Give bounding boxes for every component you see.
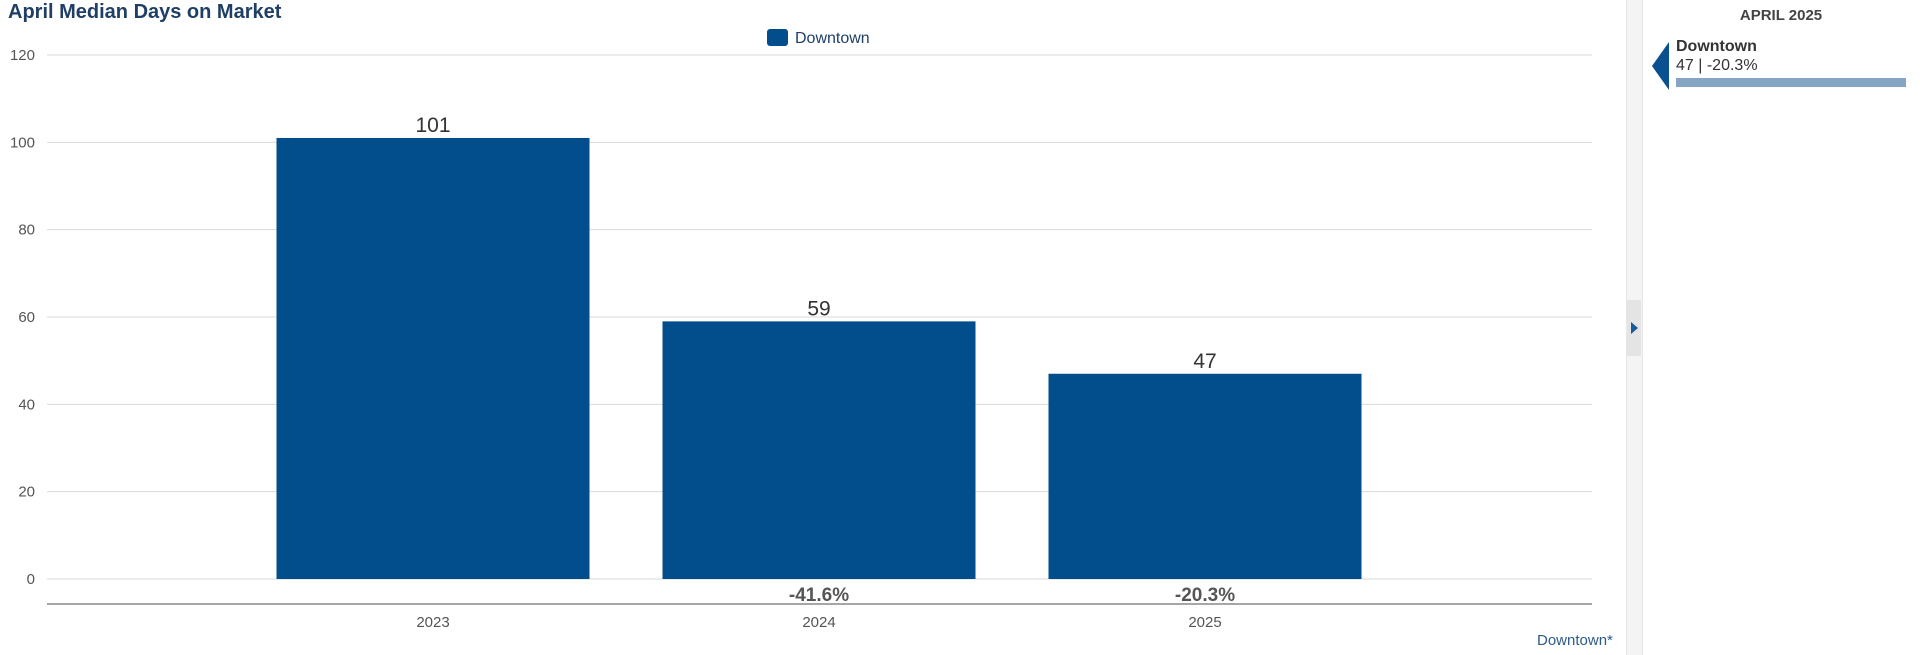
y-tick-label: 40: [18, 396, 35, 413]
side-entry-bar: [1676, 78, 1906, 87]
y-tick-label: 0: [27, 571, 35, 588]
bar: [1048, 373, 1362, 579]
bar-value-label: 101: [415, 114, 450, 137]
x-tick-label: 2023: [416, 614, 449, 631]
legend-swatch: [767, 29, 788, 46]
x-tick-label: 2024: [802, 614, 835, 631]
y-tick-label: 80: [18, 222, 35, 239]
side-entry-name[interactable]: Downtown: [1676, 38, 1757, 55]
side-panel: APRIL 2025 Downtown 47 | -20.3%: [1642, 0, 1920, 655]
y-tick-label: 20: [18, 484, 35, 501]
bar: [276, 137, 590, 579]
bar-value-label: 47: [1193, 350, 1216, 373]
bar-chart: 0 20 40 60 80 100 120 101 2023 59 -41.6% 2024 47 -20.…: [10, 29, 1592, 631]
footer-link-downtown[interactable]: Downtown*: [1537, 632, 1613, 649]
y-tick-label: 100: [10, 134, 35, 151]
side-panel-heading: APRIL 2025: [1739, 7, 1823, 24]
bar-value-label: 59: [807, 297, 830, 320]
chevron-right-icon: [1631, 322, 1638, 334]
side-entry-value: 47 | -20.3%: [1676, 57, 1758, 74]
y-tick-label: 60: [18, 309, 35, 326]
panel-toggle-button[interactable]: [1627, 300, 1641, 356]
bar: [662, 321, 976, 579]
change-label: -20.3%: [1175, 585, 1235, 606]
pointer-arrow-icon: [1652, 42, 1669, 90]
legend-label: Downtown: [795, 30, 870, 47]
x-tick-label: 2025: [1188, 614, 1221, 631]
y-tick-label: 120: [10, 47, 35, 64]
change-label: -41.6%: [789, 585, 849, 606]
chart-title: April Median Days on Market: [8, 1, 282, 23]
